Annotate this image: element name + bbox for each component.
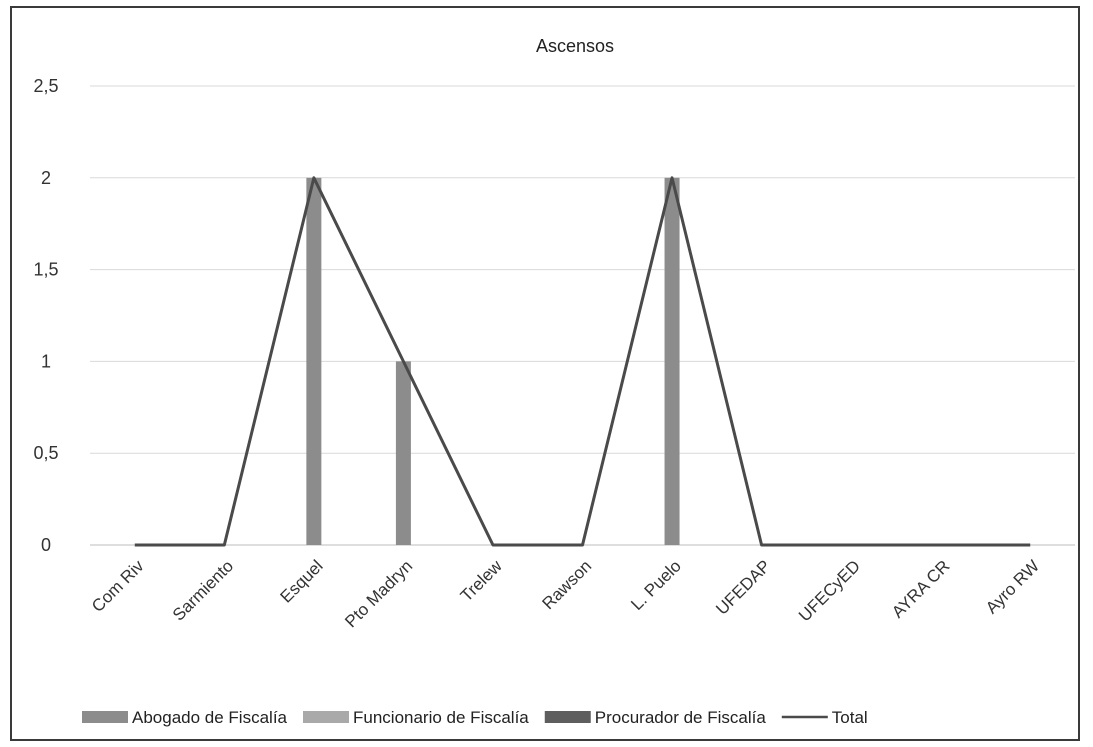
x-tick-label: Pto Madryn (341, 556, 416, 631)
legend-item: Abogado de Fiscalía (82, 708, 288, 727)
legend: Abogado de Fiscalía Funcionario de Fiscal… (82, 708, 868, 727)
bar (395, 361, 411, 545)
legend-item: Procurador de Fiscalía (544, 708, 767, 727)
y-tick-label: 2 (41, 168, 51, 188)
x-tick-label: Rawson (538, 556, 595, 613)
y-tick-label: 0,5 (33, 443, 58, 463)
legend-label: Abogado de Fiscalía (132, 708, 288, 727)
bar-layer (306, 177, 680, 546)
x-tick-label: Sarmiento (169, 556, 237, 624)
x-tick-label: Esquel (276, 556, 326, 606)
chart-title: Ascensos (536, 36, 614, 56)
x-tick-label: L. Puelo (627, 556, 685, 614)
x-tick-label: Ayro RW (982, 556, 1043, 617)
chart-svg: 0 0,5 1 1,5 2 2,5 Com Riv Sarmiento Esquel Pto Ma… (33, 36, 1075, 727)
legend-swatch (303, 711, 349, 723)
x-tick-label: UFEDAP (712, 556, 774, 618)
y-tick-label: 0 (41, 535, 51, 555)
axis-layer: 0 0,5 1 1,5 2 2,5 Com Riv Sarmiento Esquel Pto Ma… (33, 76, 1043, 631)
bar (306, 177, 322, 546)
line-layer (134, 176, 1031, 547)
legend-swatch (82, 711, 128, 723)
x-tick-label: Com Riv (88, 556, 148, 616)
legend-label: Total (832, 708, 868, 727)
legend-label: Funcionario de Fiscalía (353, 708, 529, 727)
y-tick-label: 2,5 (33, 76, 58, 96)
x-tick-label: AYRA CR (888, 556, 953, 621)
bar (664, 177, 680, 546)
legend-item: Funcionario de Fiscalía (303, 708, 529, 727)
y-tick-label: 1,5 (33, 260, 58, 280)
legend-label: Procurador de Fiscalía (595, 708, 767, 727)
grid-layer (90, 85, 1075, 546)
legend-item: Total (781, 708, 868, 727)
legend-swatch (544, 711, 591, 723)
chart-frame: 0 0,5 1 1,5 2 2,5 Com Riv Sarmiento Esquel Pto Ma… (10, 6, 1080, 741)
series-line-total (134, 176, 1031, 547)
x-tick-label: Trelew (457, 556, 507, 606)
y-tick-label: 1 (41, 351, 51, 371)
x-tick-label: UFECyED (795, 556, 864, 625)
